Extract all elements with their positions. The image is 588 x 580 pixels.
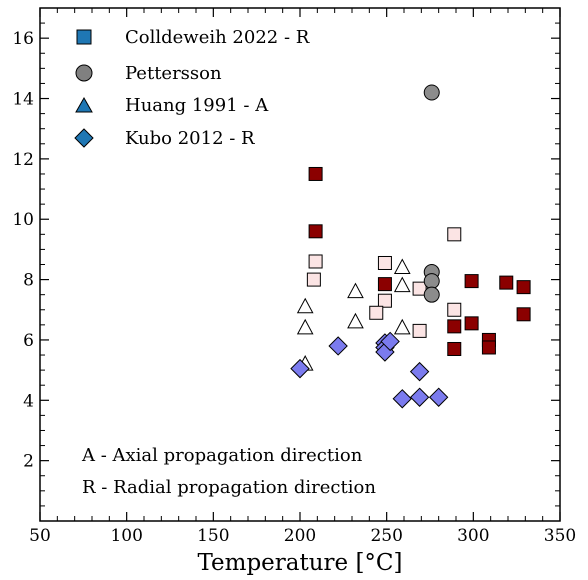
data-point-square [481, 340, 496, 355]
legend-label-pettersson: Pettersson [125, 63, 222, 84]
data-point-triangle [296, 297, 314, 314]
data-points [290, 84, 531, 409]
legend-label-huang: Huang 1991 - A [125, 95, 269, 116]
y-tick-label: 16 [12, 29, 34, 49]
y-tick-label: 4 [23, 391, 34, 411]
x-tick-label: 200 [284, 526, 316, 546]
legend-marker-pettersson [75, 64, 93, 82]
y-tick-label: 14 [12, 90, 34, 110]
y-tick-label: 6 [23, 331, 34, 351]
x-axis-label: Temperature [°C] [197, 550, 402, 576]
data-point-square [377, 255, 392, 270]
x-tick-label: 300 [457, 526, 489, 546]
data-point-square [369, 305, 384, 320]
legend: Colldeweih 2022 - R Pettersson Huang 199… [74, 27, 310, 149]
legend-label-colldeweih: Colldeweih 2022 - R [125, 27, 310, 48]
legend-marker-kubo [74, 128, 94, 148]
data-point-triangle [393, 258, 411, 275]
legend-marker-colldeweih [76, 29, 92, 45]
annotation-axial: A - Axial propagation direction [81, 445, 363, 466]
annotation-radial: R - Radial propagation direction [82, 477, 376, 498]
data-point-diamond [409, 361, 430, 382]
data-point-triangle [347, 282, 364, 299]
y-tick-label: 8 [23, 271, 34, 291]
x-tick-label: 50 [29, 526, 51, 546]
data-point-square [447, 302, 462, 317]
data-point-triangle [393, 318, 411, 335]
x-tick-label: 100 [110, 526, 142, 546]
x-tick-label: 150 [197, 526, 229, 546]
data-point-circle [423, 273, 440, 290]
data-point-square [464, 316, 479, 331]
x-tick-label: 250 [370, 526, 402, 546]
data-point-square [308, 254, 323, 269]
data-point-square [447, 341, 462, 356]
data-point-triangle [393, 276, 411, 293]
x-tick-label: 350 [544, 526, 576, 546]
data-point-square [377, 277, 392, 292]
y-tick-label: 10 [12, 210, 34, 230]
y-tick-label: 12 [12, 150, 34, 170]
data-point-square [464, 274, 479, 289]
data-point-diamond [328, 336, 348, 356]
data-point-diamond [392, 389, 412, 409]
data-point-square [308, 166, 323, 181]
axis-ticks: 50 100 150 200 250 300 350 2 4 6 8 10 12 14 16 [12, 8, 576, 546]
data-point-diamond [409, 387, 430, 407]
data-point-square [447, 227, 462, 242]
data-point-diamond [428, 387, 449, 407]
data-point-circle [423, 286, 440, 303]
data-point-square [377, 293, 392, 308]
data-point-diamond [290, 358, 310, 379]
data-point-square [516, 307, 531, 322]
data-point-square [412, 281, 427, 296]
data-point-circle [423, 84, 440, 101]
data-point-triangle [347, 312, 364, 329]
y-tick-label: 2 [23, 452, 34, 472]
data-point-triangle [296, 318, 314, 335]
legend-marker-huang [75, 96, 93, 113]
legend-label-kubo: Kubo 2012 - R [125, 128, 255, 149]
data-point-square [306, 272, 321, 287]
data-point-square [447, 319, 462, 334]
data-point-square [412, 323, 427, 338]
data-point-square [499, 275, 514, 290]
data-point-square [516, 280, 531, 295]
data-point-diamond [380, 331, 400, 352]
data-point-square [308, 224, 323, 239]
